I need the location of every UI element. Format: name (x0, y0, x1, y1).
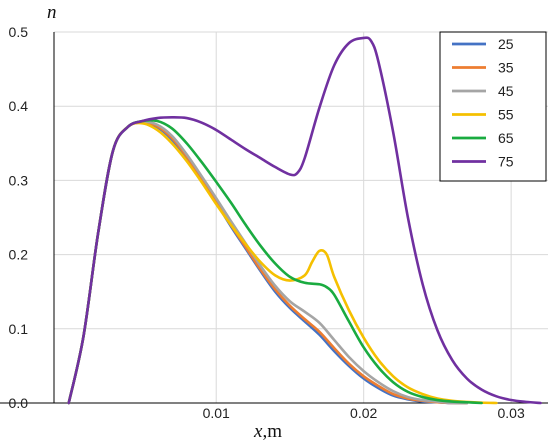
series-line-75 (67, 36, 542, 405)
x-tick-label: 0.02 (350, 405, 377, 421)
y-axis-title: n (47, 2, 57, 23)
legend-label: 25 (498, 36, 514, 52)
legend-box (439, 31, 547, 182)
series-line-35 (67, 121, 469, 405)
y-tick-label: 0.2 (9, 247, 29, 263)
series-line-55 (67, 121, 498, 405)
series-lines (67, 36, 542, 405)
y-tick-label: 0.3 (9, 172, 29, 188)
legend-label: 45 (498, 83, 514, 99)
legend-items: 25 35 45 55 65 75 (452, 36, 514, 170)
legend-label: 55 (498, 107, 514, 123)
series-line-25 (67, 121, 469, 405)
x-tick-labels: 0.01 0.02 0.03 (203, 405, 525, 421)
legend-label: 65 (498, 130, 514, 146)
x-axis-unit: ,m (262, 421, 282, 442)
x-axis-title: x,m (253, 421, 282, 442)
y-tick-label: 0.5 (9, 24, 29, 40)
x-tick-label: 0.01 (203, 405, 230, 421)
y-tick-label: 0.1 (9, 321, 29, 337)
series-line-65 (67, 118, 483, 405)
y-tick-labels: 0.0 0.1 0.2 0.3 0.4 0.5 (9, 24, 29, 411)
x-axis-variable: x (253, 421, 263, 442)
legend-label: 35 (498, 60, 514, 76)
y-tick-label: 0.4 (9, 98, 29, 114)
grid (54, 31, 548, 403)
x-tick-label: 0.03 (498, 405, 525, 421)
y-tick-label: 0.0 (9, 395, 29, 411)
legend-label: 75 (498, 154, 514, 170)
legend: 25 35 45 55 65 75 (439, 31, 547, 182)
